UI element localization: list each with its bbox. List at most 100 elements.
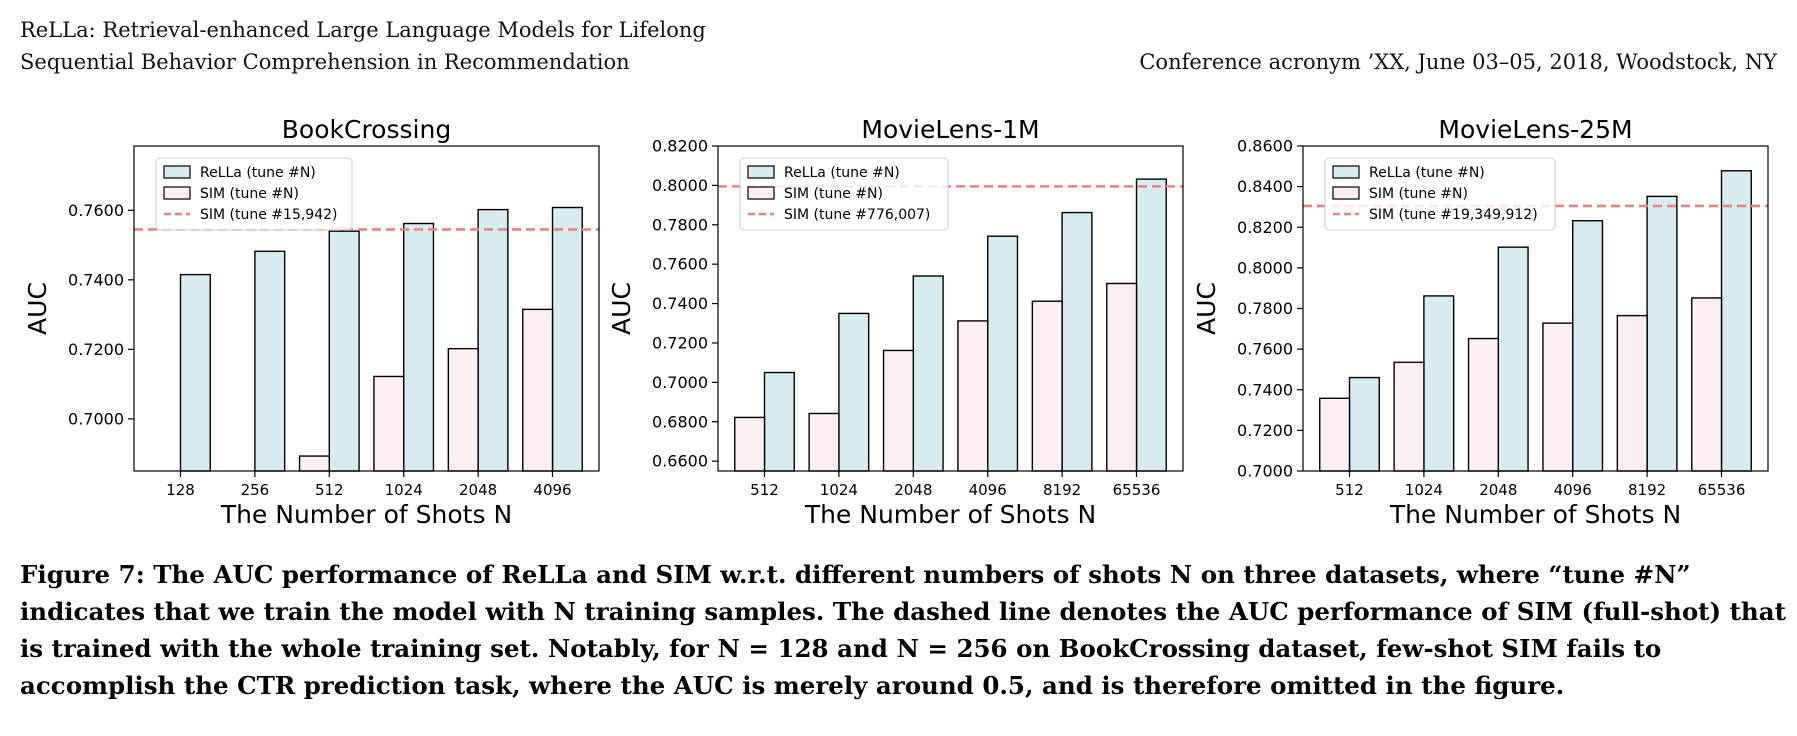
paper-title-line-1: ReLLa: Retrieval-enhanced Large Language… <box>20 18 706 42</box>
chart-legend: ReLLa (tune #N) SIM (tune #N) SIM (tune #7… <box>739 157 949 231</box>
rella-bar-512 <box>763 371 795 472</box>
paper-title-line-2: Sequential Behavior Comprehension in Rec… <box>20 50 630 74</box>
rella-bar-65536 <box>1135 178 1167 472</box>
x-tick-label: 1024 <box>385 481 423 499</box>
chart-legend: ReLLa (tune #N) SIM (tune #N) SIM (tune #1… <box>1324 157 1556 231</box>
y-tick-label: 0.8200 <box>1237 218 1293 237</box>
y-tick-label: 0.7000 <box>68 409 124 428</box>
paper-running-title: ReLLa: Retrieval-enhanced Large Language… <box>20 14 706 78</box>
y-tick-label: 0.7400 <box>68 270 124 289</box>
rella-bar-1024 <box>403 222 435 472</box>
rella-bar-65536 <box>1720 170 1752 472</box>
y-tick-label: 0.7200 <box>1237 421 1293 440</box>
x-tick-label: 2048 <box>459 481 497 499</box>
sim-bar-8192 <box>1616 314 1648 472</box>
y-tick-label: 0.8000 <box>1237 258 1293 277</box>
legend-box <box>739 157 949 231</box>
sim-bar-4096 <box>1542 322 1574 472</box>
rella-bar-128 <box>179 273 211 472</box>
y-tick-label: 0.7400 <box>1237 380 1293 399</box>
y-tick-label: 0.8200 <box>652 137 708 156</box>
sim-bar-1024 <box>808 412 840 472</box>
legend-label-0: ReLLa (tune #N) <box>200 165 316 181</box>
x-tick-label: 4096 <box>1554 481 1592 499</box>
sim-bar-2048 <box>447 347 479 472</box>
rella-bar-8192 <box>1646 195 1678 472</box>
legend-swatch-1 <box>747 186 775 200</box>
x-tick-label: 1024 <box>820 481 858 499</box>
y-axis-label: AUC <box>607 282 636 335</box>
legend-swatch-0 <box>163 165 191 179</box>
legend-label-2: SIM (tune #15,942) <box>200 207 337 223</box>
x-tick-label: 4096 <box>533 481 571 499</box>
rella-bar-256 <box>254 250 286 472</box>
sim-bar-4096 <box>957 320 989 472</box>
chart-panel-3: MovieLens-25M 0.7000 0.7200 0.7400 0.7600 0.7… <box>1192 115 1769 529</box>
sim-bar-1024 <box>373 375 405 472</box>
y-tick-label: 0.8400 <box>1237 177 1293 196</box>
x-tick-label: 8192 <box>1043 481 1081 499</box>
y-tick-label: 0.7600 <box>652 255 708 274</box>
legend-label-0: ReLLa (tune #N) <box>1369 165 1485 181</box>
rella-bar-2048 <box>477 208 509 472</box>
sim-bar-2048 <box>882 349 914 472</box>
legend-swatch-1 <box>1332 186 1360 200</box>
y-tick-label: 0.8000 <box>652 176 708 195</box>
y-tick-label: 0.7400 <box>652 294 708 313</box>
sim-bar-512 <box>734 416 766 472</box>
sim-bar-512 <box>298 455 331 472</box>
legend-label-1: SIM (tune #N) <box>200 186 299 202</box>
x-tick-label: 65536 <box>1698 481 1746 499</box>
y-tick-label: 0.7200 <box>68 340 124 359</box>
rella-bar-512 <box>328 230 360 472</box>
y-tick-label: 0.7000 <box>652 373 708 392</box>
x-axis-label: The Number of Shots N <box>220 500 512 529</box>
rella-bar-2048 <box>1497 246 1529 472</box>
figure-caption: Figure 7: The AUC performance of ReLLa a… <box>20 560 1786 700</box>
sim-bar-4096 <box>522 308 554 472</box>
legend-label-1: SIM (tune #N) <box>784 186 883 202</box>
y-tick-label: 0.6800 <box>652 412 708 431</box>
rella-bar-1024 <box>838 312 870 472</box>
x-tick-label: 512 <box>315 481 344 499</box>
legend-swatch-0 <box>747 165 775 179</box>
x-tick-label: 1024 <box>1405 481 1443 499</box>
legend-label-2: SIM (tune #776,007) <box>784 207 930 223</box>
sim-bar-2048 <box>1467 337 1500 472</box>
x-tick-label: 8192 <box>1628 481 1666 499</box>
legend-label-2: SIM (tune #19,349,912) <box>1369 207 1538 223</box>
x-tick-label: 512 <box>1335 481 1364 499</box>
plot-frame <box>133 145 600 472</box>
rella-bar-1024 <box>1423 295 1455 472</box>
x-tick-label: 2048 <box>1479 481 1517 499</box>
y-axis-label: AUC <box>1192 282 1221 335</box>
figure-charts: BookCrossing 0.7000 0.7200 0.7400 0.7600 128 2… <box>23 115 1769 529</box>
sim-bar-8192 <box>1031 300 1063 472</box>
rella-bar-8192 <box>1061 211 1093 472</box>
legend-box <box>1324 157 1556 231</box>
plot-frame <box>717 145 1184 472</box>
y-tick-label: 0.7000 <box>1237 462 1293 481</box>
y-tick-label: 0.6600 <box>652 452 708 471</box>
x-tick-label: 256 <box>241 481 270 499</box>
x-tick-label: 128 <box>166 481 195 499</box>
y-axis-label: AUC <box>23 282 52 335</box>
y-tick-label: 0.7800 <box>652 215 708 234</box>
chart-title: MovieLens-25M <box>1438 115 1632 144</box>
y-tick-label: 0.8600 <box>1237 137 1293 156</box>
rella-bar-512 <box>1348 376 1380 472</box>
x-tick-label: 65536 <box>1113 481 1161 499</box>
legend-swatch-0 <box>1332 165 1360 179</box>
x-tick-label: 4096 <box>969 481 1007 499</box>
sim-bar-1024 <box>1393 361 1425 472</box>
chart-panel-2: MovieLens-1M 0.6600 0.6800 0.7000 0.7200 0.74… <box>607 115 1184 529</box>
sim-bar-65536 <box>1691 297 1723 472</box>
sim-bar-512 <box>1319 397 1351 472</box>
chart-panel-1: BookCrossing 0.7000 0.7200 0.7400 0.7600 128 2… <box>23 115 600 529</box>
y-tick-label: 0.7200 <box>652 333 708 352</box>
rella-bar-4096 <box>987 235 1019 472</box>
x-tick-label: 2048 <box>894 481 932 499</box>
conference-label: Conference acronym ’XX, June 03–05, 2018… <box>1139 50 1777 74</box>
rella-bar-4096 <box>551 206 583 472</box>
legend-label-1: SIM (tune #N) <box>1369 186 1468 202</box>
